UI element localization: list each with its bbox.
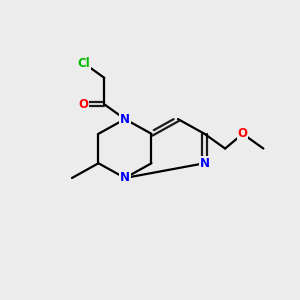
Text: N: N bbox=[200, 157, 209, 170]
Text: N: N bbox=[120, 172, 130, 184]
Text: O: O bbox=[79, 98, 89, 111]
Text: O: O bbox=[238, 127, 248, 140]
Text: N: N bbox=[120, 112, 130, 126]
Text: Cl: Cl bbox=[77, 57, 90, 70]
